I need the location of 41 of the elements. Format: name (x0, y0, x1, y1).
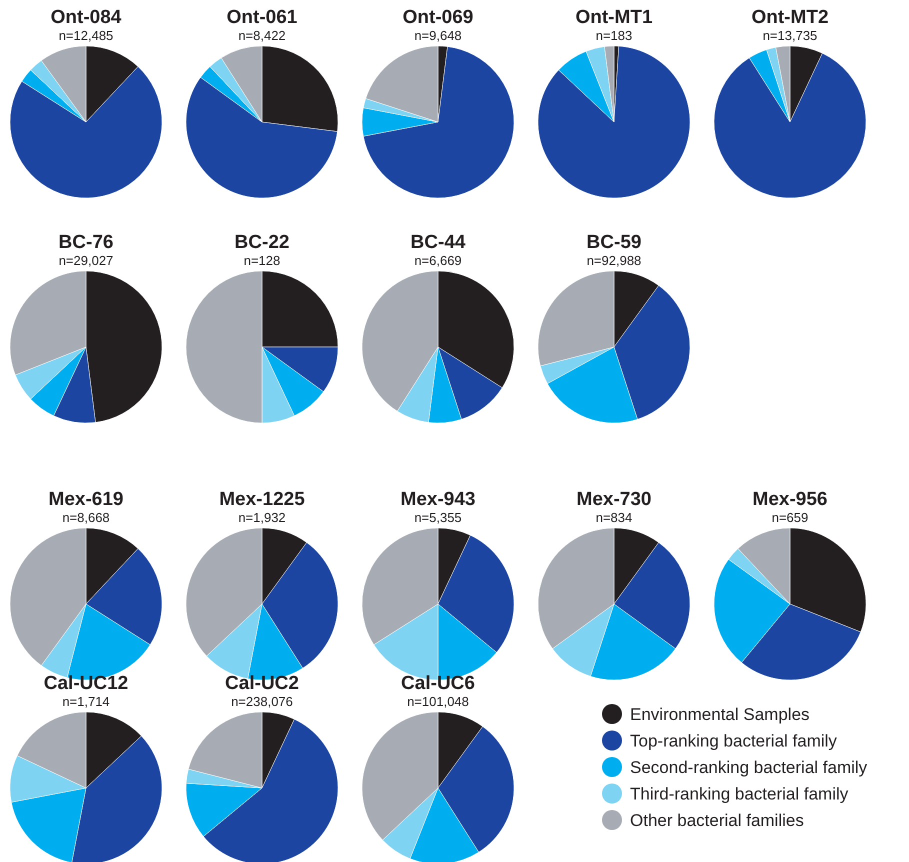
chart-title: Mex-730 (576, 489, 652, 510)
chart-title: BC-59 (586, 232, 642, 253)
chart-subtitle: n=238,076 (231, 694, 293, 709)
chart-title: BC-76 (58, 232, 114, 253)
chart-title: BC-22 (234, 232, 290, 253)
chart-subtitle: n=92,988 (586, 253, 642, 268)
chart-subtitle: n=128 (244, 253, 280, 268)
chart-title: Ont-MT2 (751, 7, 829, 28)
chart-subtitle: n=834 (596, 510, 632, 525)
chart-title: Mex-943 (400, 489, 476, 510)
legend-label: Third-ranking bacterial family (630, 784, 849, 804)
chart-title: BC-44 (410, 232, 466, 253)
pie-slice (363, 46, 514, 198)
legend-label: Top-ranking bacterial family (630, 732, 838, 750)
chart-title: Ont-061 (226, 7, 298, 28)
chart-subtitle: n=12,485 (58, 28, 114, 43)
chart-subtitle: n=183 (596, 28, 632, 43)
chart-subtitle: n=1,714 (62, 694, 110, 709)
chart-title: Cal-UC12 (44, 673, 128, 694)
chart-subtitle: n=5,355 (414, 510, 462, 525)
chart-title: Ont-084 (50, 7, 122, 28)
chart-subtitle: n=29,027 (58, 253, 114, 268)
legend-label: Other bacterial families (630, 811, 804, 830)
chart-subtitle: n=6,669 (414, 253, 462, 268)
chart-subtitle: n=9,648 (414, 28, 462, 43)
legend-label: Environmental Samples (630, 705, 810, 724)
chart-title: Mex-619 (48, 489, 124, 510)
pie-slice (538, 46, 690, 198)
chart-title: Mex-1225 (219, 489, 306, 510)
chart-title: Mex-956 (752, 489, 828, 510)
chart-title: Ont-069 (402, 7, 474, 28)
chart-title: Ont-MT1 (575, 7, 653, 28)
chart-subtitle: n=8,668 (62, 510, 110, 525)
chart-title: Cal-UC6 (401, 673, 475, 694)
chart-subtitle: n=8,422 (238, 28, 286, 43)
legend-label: Second-ranking bacterial family (630, 758, 868, 777)
chart-subtitle: n=13,735 (762, 28, 818, 43)
chart-title: Cal-UC2 (225, 673, 299, 694)
chart-subtitle: n=101,048 (407, 694, 469, 709)
chart-subtitle: n=1,932 (238, 510, 286, 525)
chart-subtitle: n=659 (772, 510, 808, 525)
